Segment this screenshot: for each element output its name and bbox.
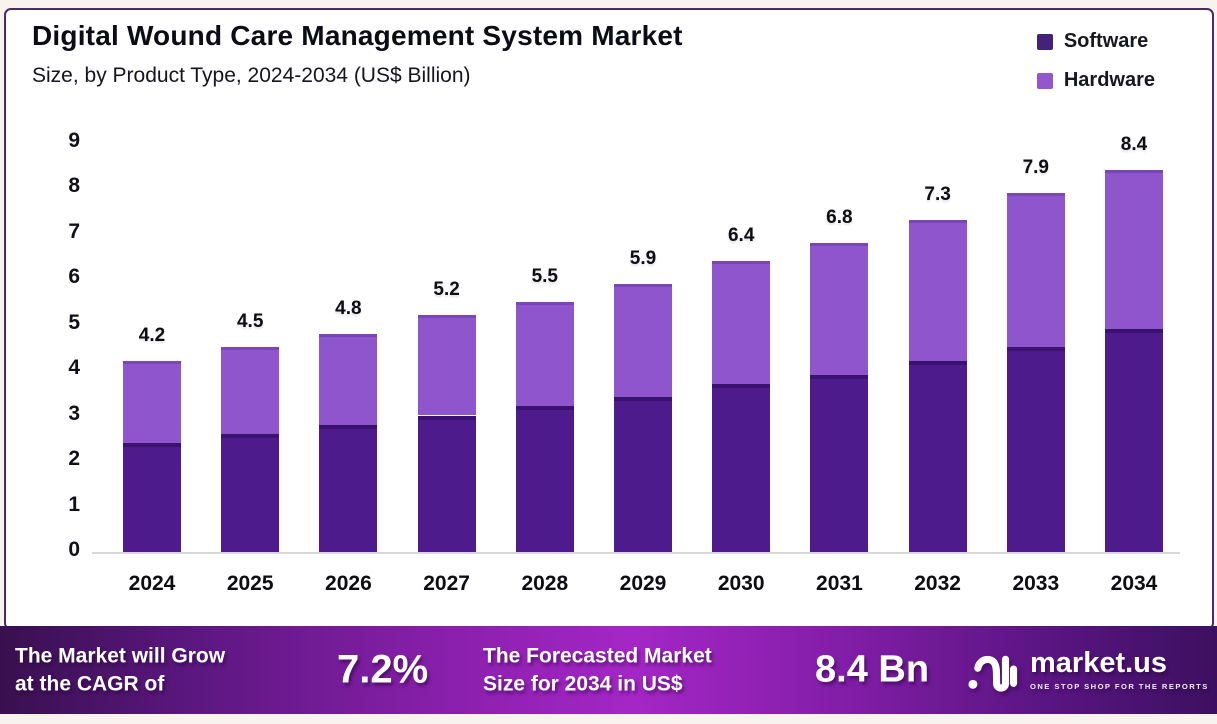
hardware-bar-segment — [123, 360, 181, 443]
legend: Software Hardware — [1036, 30, 1155, 108]
y-axis-tick-label: 7 — [68, 219, 80, 243]
hardware-bar-segment — [515, 301, 574, 407]
bar-total-label: 4.8 — [335, 297, 362, 319]
y-axis-tick-label: 8 — [68, 174, 80, 197]
y-axis-tick-label: 6 — [68, 265, 80, 288]
bar-total-label: 5.9 — [629, 247, 657, 269]
bar-total-label: 6.4 — [727, 224, 755, 246]
legend-item-hardware: Hardware — [1036, 69, 1155, 92]
legend-item-software: Software — [1036, 30, 1155, 53]
bar-total-label: 5.2 — [433, 279, 460, 301]
software-bar-segment — [417, 415, 476, 552]
x-axis-tick-label: 2031 — [816, 572, 863, 595]
hardware-bar-segment — [1006, 192, 1065, 348]
legend-label-software: Software — [1063, 30, 1149, 52]
hardware-bar-segment — [417, 315, 476, 416]
forecast-value: 8.4 Bn — [815, 648, 930, 691]
bar-total-label: 5.5 — [531, 265, 558, 287]
bar-total-label: 6.8 — [826, 206, 853, 228]
x-axis-tick-label: 2029 — [619, 572, 667, 595]
x-axis-tick-label: 2034 — [1110, 572, 1158, 595]
brand-logo: market.us ONE STOP SHOP FOR THE REPORTS — [968, 647, 1209, 693]
software-bar-segment — [123, 442, 181, 552]
hardware-bar-segment — [319, 333, 378, 425]
chart-title: Digital Wound Care Management System Mar… — [32, 20, 683, 51]
software-bar-segment — [1105, 329, 1163, 552]
x-axis-tick-label: 2030 — [717, 572, 765, 595]
software-bar-segment — [908, 360, 967, 552]
brand-name: market.us — [1030, 647, 1168, 679]
bar-total-label: 8.4 — [1120, 133, 1148, 155]
y-axis-tick-label: 3 — [68, 401, 80, 425]
bar-total-label: 7.3 — [924, 183, 951, 205]
hardware-bar-segment — [908, 219, 967, 361]
y-axis-tick-label: 5 — [68, 310, 80, 334]
software-bar-segment — [712, 383, 771, 552]
software-bar-segment — [319, 424, 378, 552]
software-bar-segment — [515, 406, 574, 552]
software-bar-segment — [1006, 347, 1065, 552]
x-axis-tick-label: 2027 — [423, 572, 470, 595]
brand-tagline: ONE STOP SHOP FOR THE REPORTS — [1030, 682, 1209, 691]
x-axis-tick-label: 2032 — [914, 572, 961, 595]
market-us-logo-icon — [968, 655, 1018, 692]
footer-banner: The Market will Grow at the CAGR of 7.2%… — [0, 626, 1217, 714]
software-bar-segment — [614, 397, 672, 552]
x-axis-tick-label: 2028 — [521, 572, 569, 595]
y-axis-tick-label: 4 — [68, 356, 80, 379]
hardware-swatch-icon — [1036, 72, 1053, 89]
software-bar-segment — [221, 433, 280, 552]
software-bar-segment — [810, 374, 869, 552]
cagr-value: 7.2% — [337, 647, 429, 692]
hardware-bar-segment — [614, 283, 672, 398]
bar-total-label: 7.9 — [1022, 156, 1049, 178]
x-axis-tick-label: 2026 — [325, 572, 372, 595]
bar-total-label: 4.5 — [236, 311, 264, 333]
hardware-bar-segment — [712, 260, 771, 384]
x-axis-line — [92, 552, 1180, 554]
y-axis-tick-label: 1 — [68, 492, 80, 516]
cagr-label: The Market will Grow at the CAGR of — [15, 644, 226, 695]
hardware-bar-segment — [1105, 169, 1163, 330]
x-axis-tick-label: 2033 — [1012, 572, 1060, 595]
x-axis-tick-label: 2025 — [226, 572, 274, 595]
hardware-bar-segment — [221, 347, 280, 434]
y-axis-tick-label: 0 — [68, 538, 80, 561]
y-axis-tick-label: 2 — [68, 447, 80, 470]
x-axis-tick-label: 2024 — [128, 572, 176, 595]
chart-subtitle: Size, by Product Type, 2024-2034 (US$ Bi… — [32, 64, 471, 87]
software-swatch-icon — [1036, 33, 1053, 50]
bar-total-label: 4.2 — [138, 324, 166, 346]
legend-label-hardware: Hardware — [1063, 69, 1155, 91]
y-axis-tick-label: 9 — [68, 128, 80, 152]
forecast-label: The Forecasted Market Size for 2034 in U… — [483, 644, 712, 695]
hardware-bar-segment — [810, 242, 869, 375]
